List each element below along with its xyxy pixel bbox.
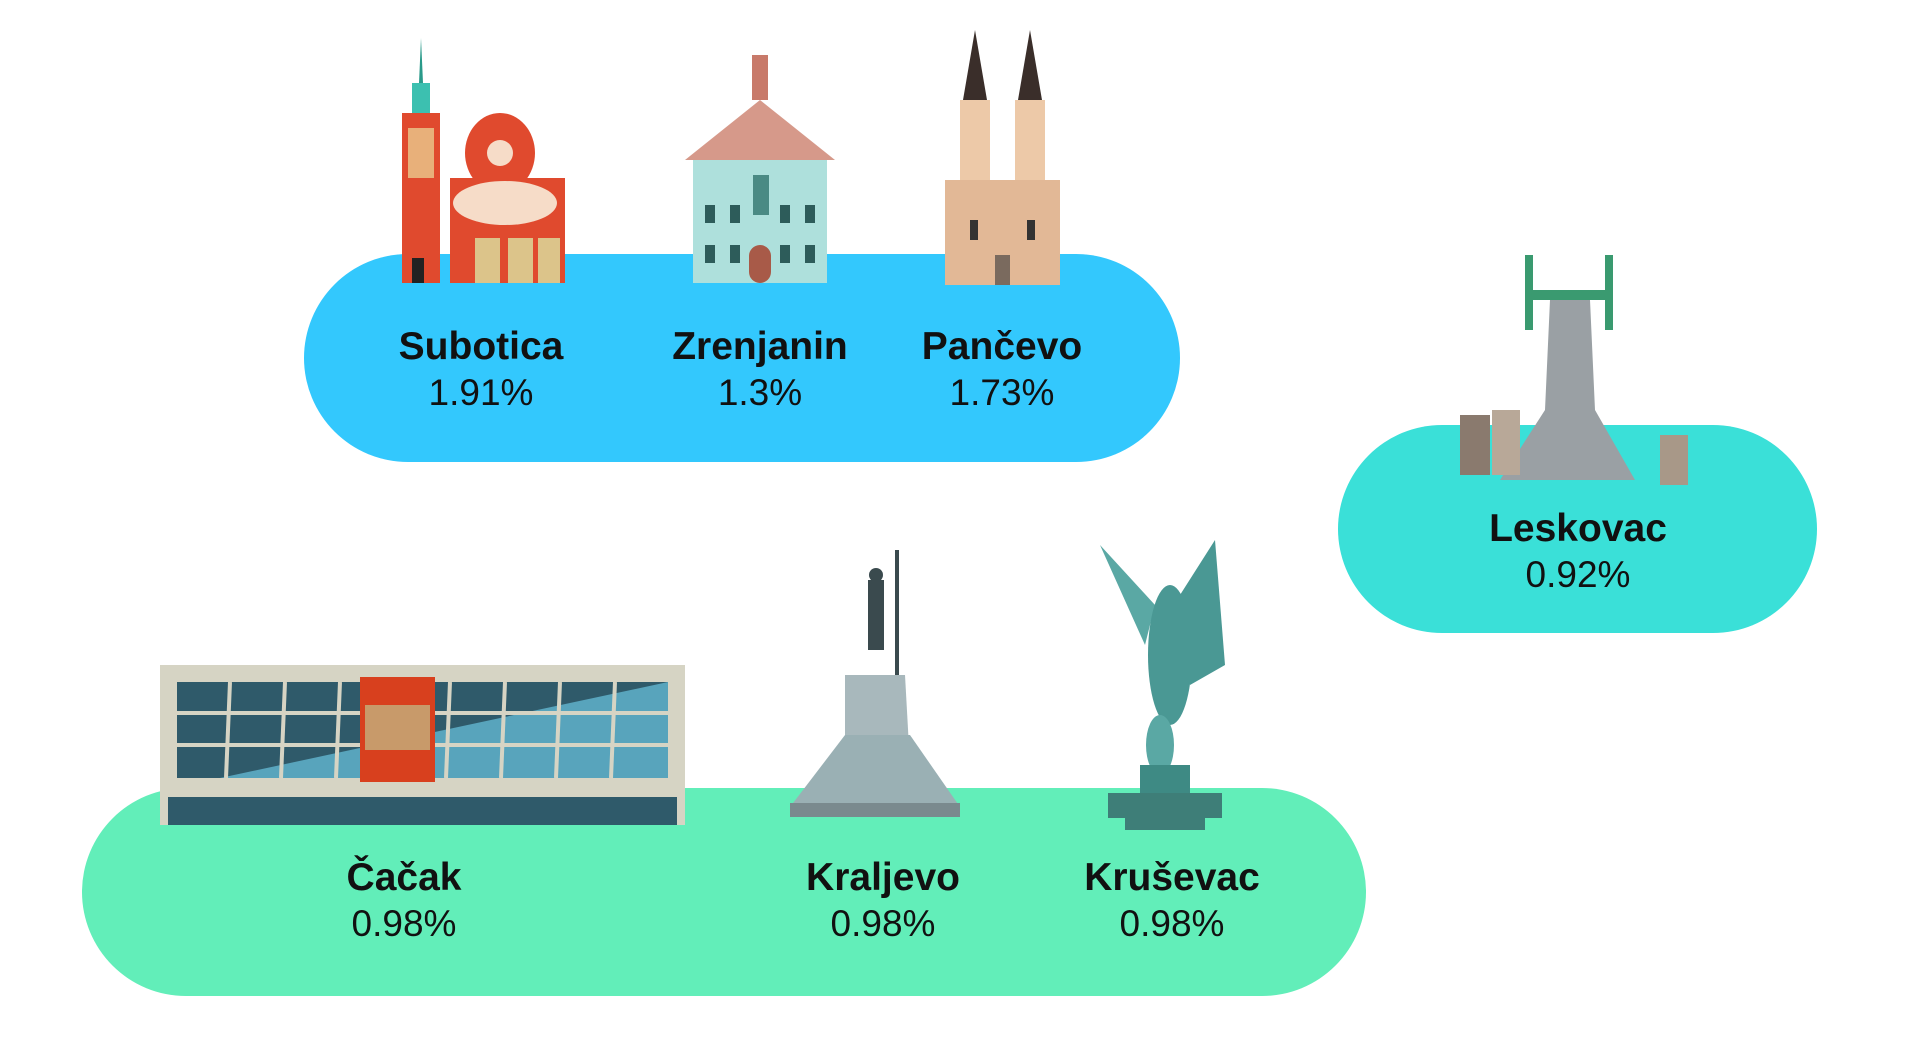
pancevo-church-illustration — [945, 30, 1060, 285]
city-percent: 1.91% — [428, 372, 534, 413]
city-name: Zrenjanin — [672, 325, 848, 368]
leskovac-monument-illustration — [1460, 255, 1688, 485]
city-name: Leskovac — [1489, 507, 1667, 550]
city-percent: 0.92% — [1525, 554, 1631, 595]
city-label-krusevac: Kruševac 0.98% — [1084, 855, 1260, 947]
city-name: Kraljevo — [806, 856, 960, 899]
city-name: Kruševac — [1084, 856, 1260, 899]
city-percent: 0.98% — [830, 903, 936, 944]
city-name: Pančevo — [921, 325, 1083, 368]
city-label-cacak: Čačak 0.98% — [347, 855, 462, 947]
kraljevo-monument-illustration — [790, 550, 960, 817]
cacak-cultural-center-illustration — [160, 665, 685, 825]
city-label-zrenjanin: Zrenjanin 1.3% — [672, 324, 848, 416]
city-label-leskovac: Leskovac 0.92% — [1489, 506, 1667, 598]
city-percent: 0.98% — [351, 903, 457, 944]
city-percent: 1.73% — [949, 372, 1055, 413]
zrenjanin-city-hall-illustration — [685, 55, 835, 283]
city-percent: 1.3% — [717, 372, 803, 413]
city-name: Subotica — [398, 325, 564, 368]
city-label-kraljevo: Kraljevo 0.98% — [806, 855, 960, 947]
group-pill-north — [304, 254, 1180, 462]
city-label-pancevo: Pančevo 1.73% — [922, 324, 1082, 416]
city-label-subotica: Subotica 1.91% — [399, 324, 564, 416]
krusevac-monument-illustration — [1100, 540, 1225, 830]
city-percent: 0.98% — [1119, 903, 1225, 944]
subotica-town-hall-illustration — [402, 38, 565, 283]
city-name: Čačak — [346, 856, 462, 899]
